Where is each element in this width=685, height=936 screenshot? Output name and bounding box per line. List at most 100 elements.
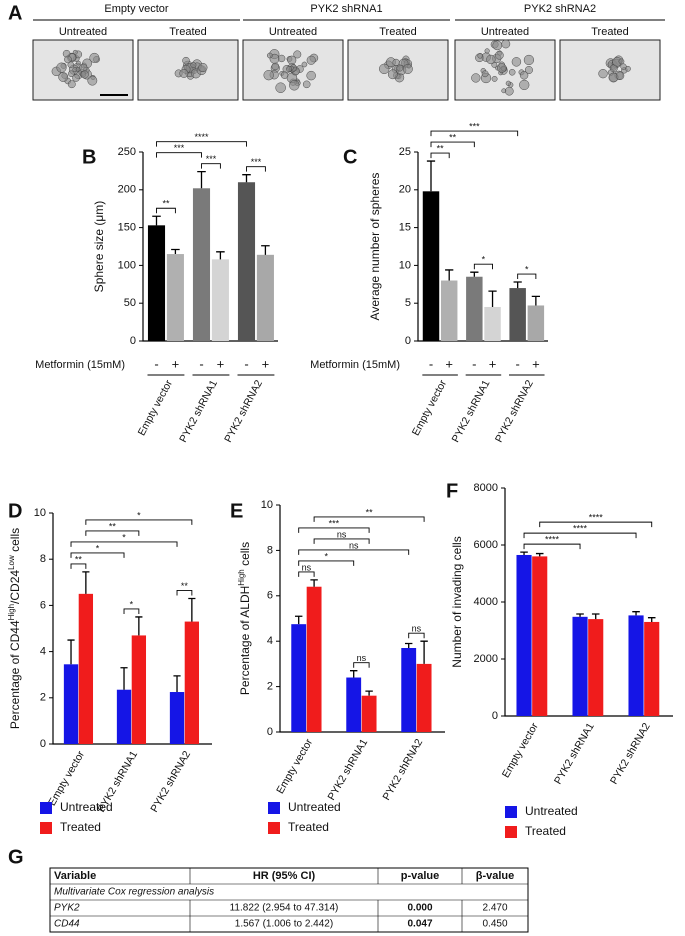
error-bar <box>171 248 180 255</box>
condition-label: Treated <box>379 26 417 38</box>
y-axis-label-part: Low <box>7 555 16 570</box>
condition-label: Treated <box>591 26 629 38</box>
cell <box>392 58 400 66</box>
bar <box>184 621 200 744</box>
bar <box>572 616 588 716</box>
significance-bracket <box>473 263 493 270</box>
significance-bracket <box>313 516 425 522</box>
panel-label: F <box>446 480 458 502</box>
cell <box>68 70 75 77</box>
y-tick-label: 6 <box>40 599 46 611</box>
y-tick-label: 0 <box>405 335 411 347</box>
x-tick-label: - <box>515 356 519 371</box>
x-tick-label: Empty vector <box>46 748 87 807</box>
significance-label: ** <box>449 132 457 142</box>
column-header: β-value <box>476 870 515 882</box>
table-cell: 11.822 (2.954 to 47.314) <box>230 903 339 914</box>
significance-label: ns <box>349 540 359 550</box>
x-tick-label: PYK2 shRNA2 <box>608 721 653 787</box>
cell <box>494 50 504 60</box>
cell <box>286 66 293 72</box>
cell <box>277 54 286 63</box>
bar <box>644 621 660 716</box>
significance-label: * <box>130 599 134 609</box>
y-axis-label: Average number of spheres <box>368 173 382 321</box>
group-label: PYK2 shRNA2 <box>493 378 536 445</box>
significance-label: ** <box>181 581 189 591</box>
x-tick-label: - <box>244 356 248 371</box>
bar <box>588 619 604 716</box>
bar <box>516 554 532 716</box>
y-tick-label: 4 <box>40 646 46 658</box>
cell <box>501 88 507 94</box>
significance-label: **** <box>545 535 560 545</box>
row-label: Metformin (15mM) <box>35 359 125 371</box>
cell <box>190 62 197 69</box>
group-label: PYK2 shRNA1 <box>450 378 493 445</box>
x-tick-label: + <box>532 356 540 371</box>
bar <box>166 254 184 341</box>
y-tick-label: 100 <box>118 259 136 271</box>
condition-label: Untreated <box>59 26 107 38</box>
y-axis-label-part: cells <box>238 542 252 569</box>
significance-label: *** <box>206 154 217 164</box>
condition-label: Untreated <box>269 26 317 38</box>
cell <box>524 66 533 75</box>
error-bar <box>67 639 75 665</box>
error-bar <box>420 640 428 664</box>
legend-swatch <box>505 826 517 838</box>
y-axis-label: Percentage of CD44High/CD24Low cells <box>7 528 23 729</box>
table-cell: CD44 <box>54 919 80 930</box>
panel-label: D <box>8 500 22 522</box>
cell <box>293 50 302 59</box>
bar <box>440 280 458 341</box>
column-header: HR (95% CI) <box>253 870 316 882</box>
cell <box>477 53 483 59</box>
x-tick-label: PYK2 shRNA1 <box>552 721 597 787</box>
y-tick-label: 0 <box>492 710 498 722</box>
error-bar <box>531 295 540 306</box>
significance-bracket <box>523 532 637 539</box>
bar <box>532 556 548 716</box>
legend-swatch <box>40 822 52 834</box>
cell <box>471 73 481 83</box>
cell <box>492 40 503 51</box>
bar <box>78 593 94 744</box>
error-bar <box>470 271 479 277</box>
legend-label: Untreated <box>60 800 113 814</box>
significance-label: **** <box>589 513 604 523</box>
significance-bracket <box>313 538 370 544</box>
significance-label: ns <box>337 529 347 539</box>
bar <box>192 188 211 341</box>
cell <box>598 69 608 79</box>
cell <box>182 56 190 65</box>
x-tick-label: PYK2 shRNA2 <box>148 749 193 815</box>
x-tick-label: PYK2 shRNA1 <box>325 737 370 803</box>
cell <box>76 60 81 66</box>
cell <box>72 49 78 55</box>
cell <box>79 63 88 73</box>
bar <box>346 677 362 732</box>
y-tick-label: 8 <box>267 544 273 556</box>
y-tick-label: 0 <box>130 335 136 347</box>
error-bar <box>445 269 454 281</box>
cell <box>519 71 529 80</box>
column-header: p-value <box>401 870 440 882</box>
error-bar <box>310 579 318 587</box>
significance-label: *** <box>174 143 185 153</box>
cell <box>511 57 522 67</box>
cell <box>306 55 316 65</box>
y-tick-label: 50 <box>124 297 136 309</box>
y-tick-label: 10 <box>261 499 273 511</box>
x-tick-label: + <box>445 356 453 371</box>
y-tick-label: 6 <box>267 590 273 602</box>
significance-label: ** <box>75 554 83 564</box>
error-bar <box>216 251 225 260</box>
error-bar <box>647 617 656 622</box>
significance-bracket <box>298 527 370 533</box>
condition-label: Treated <box>169 26 207 38</box>
cell <box>505 80 511 86</box>
y-axis-label: Number of invading cells <box>450 536 464 667</box>
bar <box>116 689 132 744</box>
significance-bracket <box>430 141 475 148</box>
